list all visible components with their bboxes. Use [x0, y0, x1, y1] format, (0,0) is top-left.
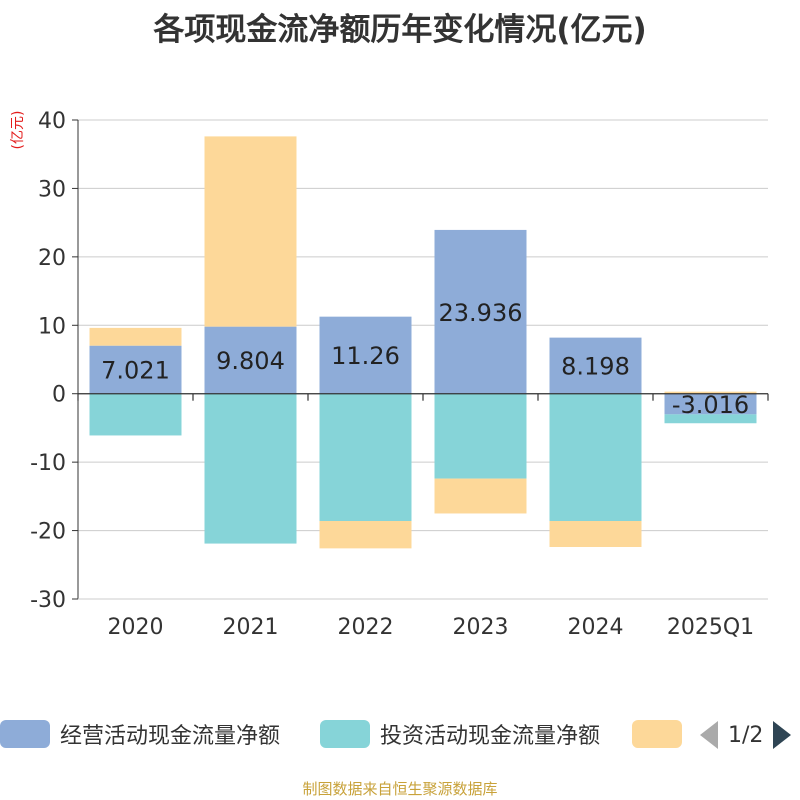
y-tick-label: -20: [30, 520, 66, 545]
data-label-operating: 11.26: [331, 342, 400, 370]
data-label-operating: 23.936: [439, 299, 523, 327]
legend-swatch-investing: [320, 720, 370, 748]
y-tick-label: -10: [30, 451, 66, 476]
data-source: 制图数据来自恒生聚源数据库: [302, 780, 498, 798]
bar-investing-2021: [204, 393, 297, 544]
x-tick-label: 2024: [568, 615, 624, 640]
bar-financing-2024: [549, 520, 642, 547]
legend-item-operating[interactable]: 经营活动现金流量净额: [0, 716, 280, 752]
bar-operating-2022: [319, 316, 412, 394]
legend-label-operating: 经营活动现金流量净额: [60, 724, 281, 749]
bar-investing-2025Q1: [664, 414, 757, 424]
y-tick-label: -30: [30, 588, 66, 613]
bar-operating-2023: [434, 229, 527, 394]
bar-investing-2024: [549, 393, 642, 521]
bar-financing-2021: [204, 136, 297, 327]
bar-operating-2020: [89, 345, 182, 394]
bar-financing-2025Q1: [664, 391, 757, 394]
bar-operating-2021: [204, 326, 297, 394]
y-tick-label: 0: [52, 383, 66, 408]
x-tick-label: 2022: [338, 615, 394, 640]
legend-item-financing[interactable]: [632, 716, 682, 752]
data-label-operating: 7.021: [101, 357, 170, 385]
y-tick-label: 30: [38, 177, 66, 202]
x-tick-label: 2020: [108, 615, 164, 640]
y-tick-label: 20: [38, 246, 66, 271]
x-tick-label: 2021: [223, 615, 279, 640]
bar-operating-2025Q1: [664, 393, 757, 415]
bar-operating-2024: [549, 337, 642, 394]
x-tick-label: 2023: [453, 615, 509, 640]
legend-label-investing: 投资活动现金流量净额: [380, 724, 601, 749]
pager-prev-icon[interactable]: [700, 721, 718, 749]
bar-financing-2022: [319, 520, 412, 549]
legend-pager: 1/2: [700, 718, 792, 752]
legend-item-investing[interactable]: 投资活动现金流量净额: [320, 716, 600, 752]
y-tick-label: 10: [38, 314, 66, 339]
y-tick-label: 40: [38, 109, 66, 134]
bar-financing-2023: [434, 478, 527, 514]
legend: 经营活动现金流量净额 投资活动现金流量净额: [0, 716, 800, 752]
bar-investing-2020: [89, 393, 182, 436]
pager-next-icon[interactable]: [773, 721, 792, 749]
legend-swatch-operating: [0, 720, 50, 748]
legend-swatch-financing: [632, 720, 682, 748]
data-label-operating: 9.804: [216, 347, 285, 375]
data-label-operating: -3.016: [672, 391, 749, 419]
bar-investing-2023: [434, 393, 527, 479]
x-tick-label: 2025Q1: [667, 615, 754, 640]
bar-financing-2020: [89, 327, 182, 346]
chart-title: 各项现金流净额历年变化情况(亿元): [153, 12, 647, 48]
bar-investing-2022: [319, 393, 412, 521]
pager-text: 1/2: [728, 722, 764, 748]
data-label-operating: 8.198: [561, 353, 630, 381]
